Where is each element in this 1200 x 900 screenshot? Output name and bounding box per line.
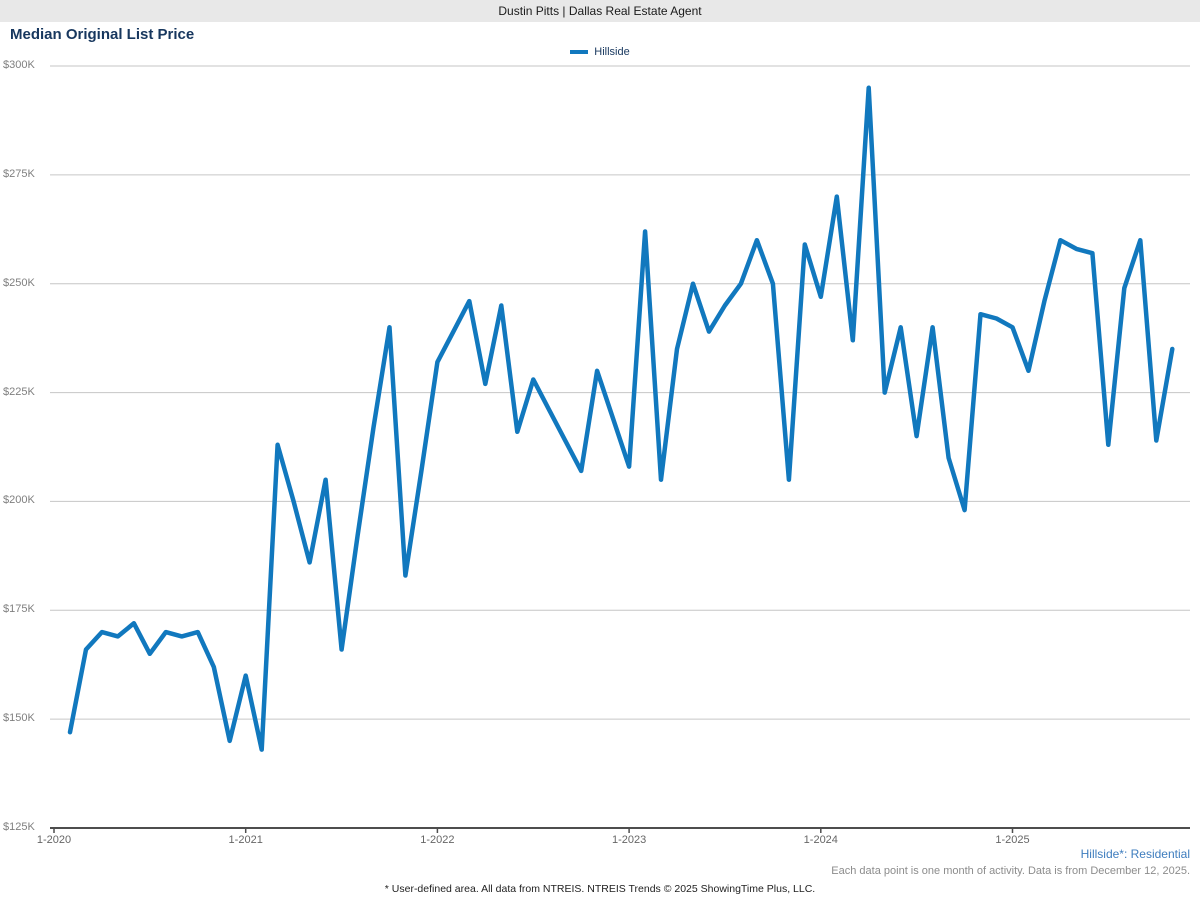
- legend-line-swatch: [570, 50, 589, 54]
- y-axis-tick-label: $275K: [3, 167, 35, 180]
- x-axis-tick-label: 1-2025: [995, 834, 1030, 846]
- data-note: Each data point is one month of activity…: [831, 865, 1190, 877]
- x-axis-tick-label: 1-2020: [36, 834, 72, 846]
- footer-note: * User-defined area. All data from NTREI…: [384, 883, 816, 895]
- y-axis-tick-label: $300K: [3, 59, 35, 71]
- y-axis-tick-label: $150K: [3, 712, 35, 725]
- y-axis-tick-label: $225K: [3, 385, 35, 398]
- top-banner: Dustin Pitts | Dallas Real Estate Agent: [0, 0, 1200, 22]
- series-line-hillside: [67, 85, 1175, 752]
- legend-item-label: Hillside: [594, 46, 630, 58]
- legend: Hillside: [0, 46, 1200, 58]
- chart-title: Median Original List Price: [10, 26, 195, 43]
- x-axis-tick-label: 1-2021: [228, 834, 263, 846]
- x-axis-tick-label: 1-2023: [611, 834, 647, 846]
- top-banner-text: Dustin Pitts | Dallas Real Estate Agent: [498, 4, 702, 18]
- series-note-link[interactable]: Hillside*: Residential: [1080, 847, 1190, 861]
- x-axis-tick-label: 1-2022: [420, 834, 455, 846]
- y-axis-tick-label: $200K: [3, 494, 35, 507]
- y-axis-tick-label: $175K: [3, 603, 35, 616]
- legend-item-hillside[interactable]: Hillside: [570, 46, 630, 58]
- y-axis-tick-label: $125K: [3, 821, 35, 833]
- x-axis-tick-label: 1-2024: [803, 834, 838, 846]
- y-axis-tick-label: $250K: [3, 276, 35, 289]
